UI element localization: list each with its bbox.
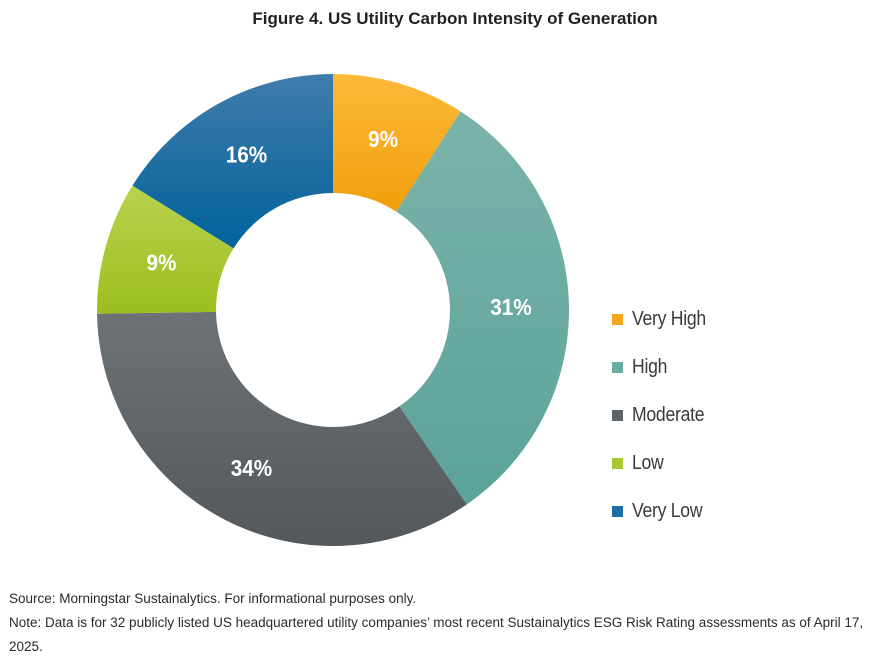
- slice-high: [396, 111, 569, 505]
- legend-swatch: [612, 457, 623, 469]
- slice-label-high: 31%: [490, 294, 531, 320]
- legend-item-moderate: Moderate: [612, 391, 716, 439]
- legend-label: Moderate: [632, 403, 705, 426]
- legend-item-low: Low: [612, 439, 716, 487]
- chart-title: Figure 4. US Utility Carbon Intensity of…: [252, 9, 658, 28]
- slice-label-very-low: 16%: [226, 141, 267, 167]
- slice-very-high: [333, 74, 461, 212]
- legend-swatch: [612, 313, 623, 325]
- legend-label: High: [632, 355, 668, 378]
- slice-very-low: [132, 73, 333, 249]
- source-note: Source: Morningstar Sustainalytics. For …: [9, 591, 417, 606]
- legend-swatch: [612, 505, 623, 517]
- legend-item-very-low: Very Low: [612, 487, 716, 535]
- slice-label-moderate: 34%: [231, 455, 272, 481]
- legend-item-high: High: [612, 343, 716, 391]
- footer: Source: Morningstar Sustainalytics. For …: [9, 587, 872, 659]
- slice-label-low: 9%: [146, 249, 176, 275]
- data-note: Note: Data is for 32 publicly listed US …: [9, 615, 864, 654]
- legend: Very High High Moderate Low Very Low: [612, 306, 716, 546]
- legend-swatch: [612, 361, 623, 373]
- legend-label: Low: [632, 451, 664, 474]
- legend-swatch: [612, 409, 623, 421]
- legend-label: Very High: [632, 307, 706, 330]
- slice-moderate: [97, 311, 467, 546]
- donut-chart: 9% 31% 34% 9% 16%: [97, 73, 569, 546]
- legend-label: Very Low: [632, 499, 703, 522]
- legend-item-very-high: Very High: [612, 295, 716, 343]
- slice-label-very-high: 9%: [368, 126, 398, 152]
- slice-low: [97, 185, 234, 314]
